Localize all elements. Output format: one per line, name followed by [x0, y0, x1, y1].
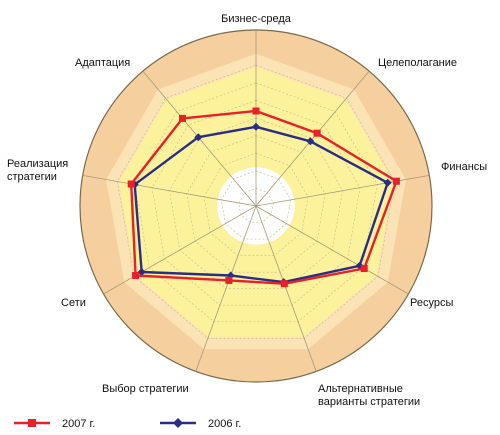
- series-2006-point-2: [306, 137, 315, 146]
- legend-2006-label: 2006 г.: [208, 418, 241, 430]
- series-2007-point-7: [132, 272, 140, 279]
- legend-2007: 2007 г.: [14, 418, 95, 430]
- series-2006-point-9: [194, 133, 203, 142]
- axis-label-5: Альтернативные варианты стратегии: [318, 383, 420, 408]
- spoke-5: [255, 205, 317, 372]
- axis-label-8: Реализация стратегии: [7, 158, 68, 183]
- axis-label-line: Выбор стратегии: [102, 383, 189, 395]
- series-2007-point-4: [360, 265, 368, 272]
- axis-label-6: Выбор стратегии: [102, 383, 189, 395]
- series-2007-point-1: [252, 107, 260, 115]
- axis-label-line: Финансы: [441, 161, 487, 173]
- spoke-2: [255, 70, 370, 207]
- spoke-4: [255, 205, 409, 295]
- grid-ring: [151, 100, 361, 306]
- series-2007-point-8: [127, 180, 135, 188]
- axis-label-line: Бизнес-среда: [221, 13, 292, 25]
- legend-2007-label: 2007 г.: [62, 418, 95, 430]
- series-2006-point-3: [383, 178, 392, 187]
- axis-label-4: Ресурсы: [410, 297, 453, 309]
- axis-labels: Бизнес-среда Целеполагание Финансы Ресурсы А…: [7, 13, 487, 408]
- axis-label-line: Альтернативные: [318, 383, 403, 395]
- axis-label-1: Бизнес-среда: [221, 13, 292, 25]
- axis-label-line: варианты стратегии: [318, 396, 420, 408]
- series-2007-line: [129, 109, 398, 285]
- spoke-3: [255, 175, 430, 207]
- radar-series: [127, 107, 400, 288]
- axis-label-9: Адаптация: [75, 57, 130, 69]
- radar-grid: [82, 30, 430, 372]
- spoke-6: [195, 205, 257, 372]
- grid-ring: [220, 170, 292, 240]
- legend-2007-marker: [28, 419, 36, 427]
- series-2007-point-2: [313, 129, 321, 137]
- series-2007-point-3: [392, 177, 400, 185]
- legend-2006: 2006 г.: [160, 418, 241, 430]
- axis-label-line: Адаптация: [75, 57, 130, 69]
- series-2007-point-9: [179, 114, 186, 122]
- series-2006-line: [133, 125, 389, 284]
- spoke-7: [103, 205, 257, 295]
- series-2007-point-5: [280, 280, 288, 288]
- axis-label-7: Сети: [61, 297, 86, 309]
- axis-label-2: Целеполагание: [378, 57, 457, 69]
- legend-2006-marker: [173, 418, 183, 428]
- grid-ring: [116, 64, 396, 339]
- series-2007-point-6: [225, 276, 233, 284]
- grid-ring: [134, 82, 378, 323]
- series-2006-point-7: [137, 268, 146, 276]
- axis-label-line: стратегии: [7, 171, 57, 183]
- spoke-8: [82, 175, 257, 207]
- axis-label-line: Сети: [61, 297, 86, 309]
- axis-label-line: Целеполагание: [378, 57, 457, 69]
- series-2006-point-1: [252, 122, 260, 131]
- legend: 2007 г. 2006 г.: [14, 418, 241, 430]
- axis-label-3: Финансы: [441, 161, 487, 173]
- grid-ring: [186, 135, 326, 273]
- axis-label-line: Ресурсы: [410, 297, 453, 309]
- axis-label-line: Реализация: [7, 158, 68, 170]
